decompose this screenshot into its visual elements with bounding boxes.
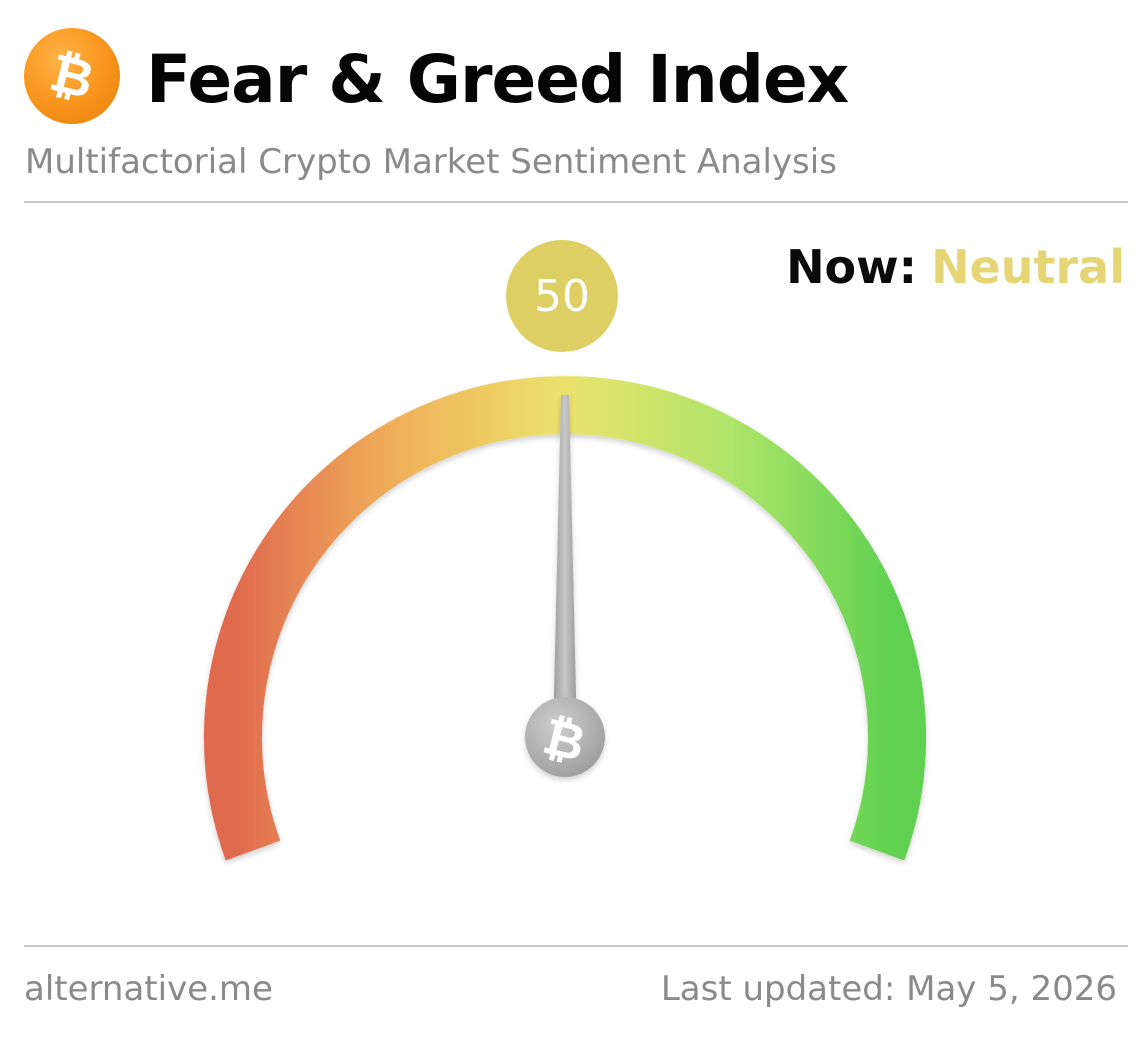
header-divider: [24, 201, 1128, 203]
footer-divider: [24, 945, 1128, 947]
bitcoin-logo-icon: ₿: [24, 28, 120, 124]
page-title: Fear & Greed Index: [146, 41, 849, 118]
gauge-needle: [553, 395, 577, 737]
now-value: Neutral: [931, 240, 1125, 294]
bitcoin-icon: ₿: [525, 697, 605, 777]
page-subtitle: Multifactorial Crypto Market Sentiment A…: [25, 142, 837, 182]
index-value-badge: 50: [506, 240, 618, 352]
current-status: Now: Neutral: [786, 236, 1125, 298]
last-updated: Last updated: May 5, 2026: [660, 969, 1117, 1009]
now-label: Now:: [786, 240, 918, 294]
source-link[interactable]: alternative.me: [24, 969, 273, 1009]
bitcoin-symbol: ₿: [44, 43, 100, 111]
